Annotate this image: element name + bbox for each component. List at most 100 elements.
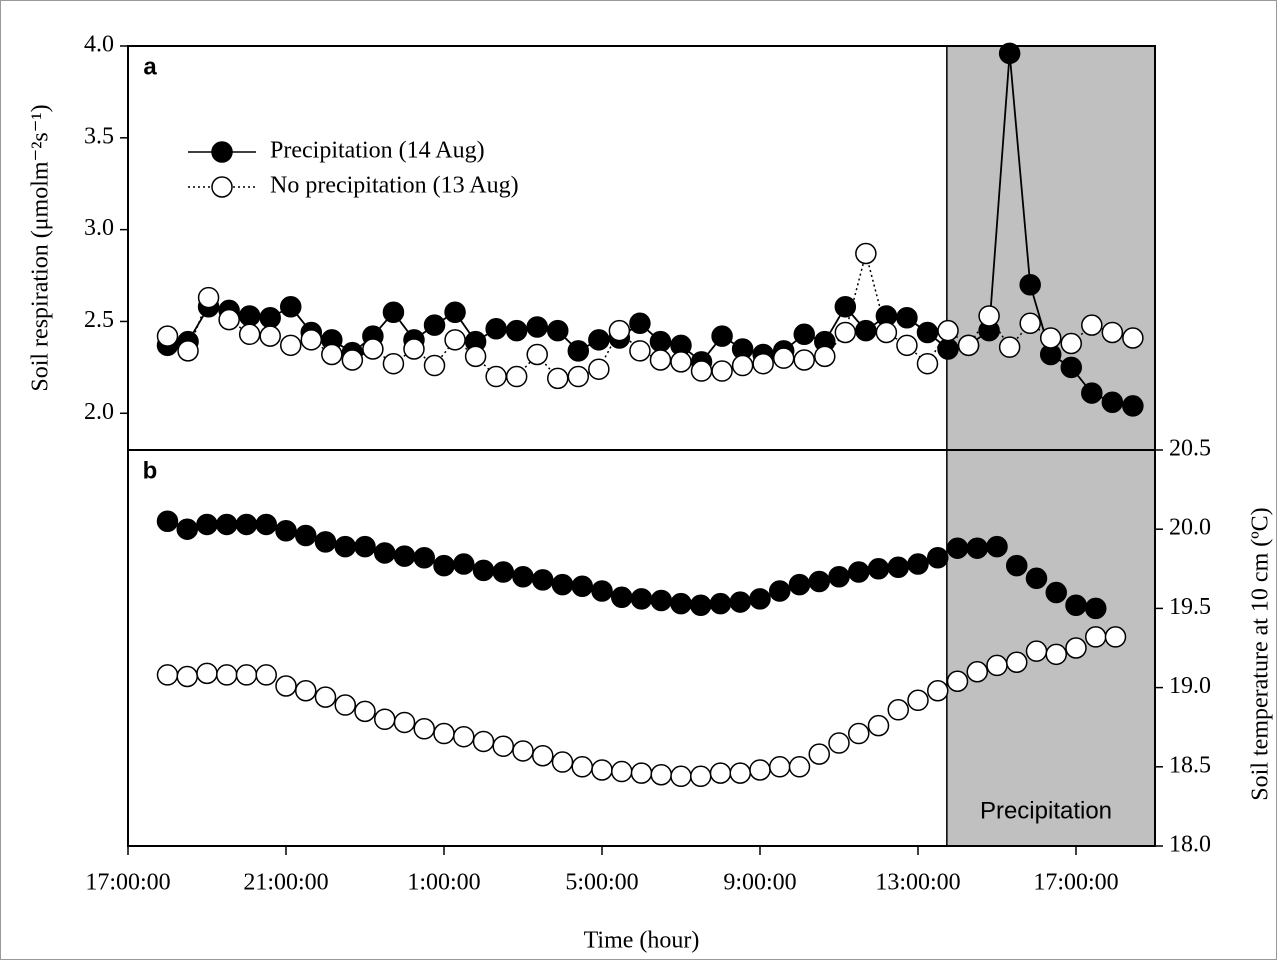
data-point <box>937 338 959 360</box>
data-point <box>512 740 534 762</box>
data-point <box>403 338 425 360</box>
y-tick-label: 19.5 <box>1169 594 1211 620</box>
data-point <box>1065 637 1087 659</box>
data-point <box>855 319 877 342</box>
data-point <box>998 336 1021 358</box>
data-point <box>690 360 713 382</box>
data-point <box>196 513 218 536</box>
data-point <box>275 520 297 542</box>
data-point <box>630 588 653 610</box>
data-point <box>259 307 281 329</box>
data-point <box>532 569 554 591</box>
data-point <box>1045 643 1067 666</box>
data-point <box>505 319 528 342</box>
data-point <box>966 537 988 559</box>
data-point <box>907 553 929 575</box>
data-point <box>907 689 929 712</box>
data-point <box>788 756 811 778</box>
data-point <box>834 296 857 318</box>
data-point <box>887 556 909 578</box>
data-point <box>382 301 405 324</box>
data-point <box>752 352 774 375</box>
legend-marker <box>211 176 233 198</box>
data-point <box>711 325 733 347</box>
x-tick-label: 17:00:00 <box>1033 870 1118 896</box>
data-point <box>567 365 590 388</box>
data-point <box>629 340 651 362</box>
data-point <box>567 340 590 362</box>
data-point <box>1006 651 1028 674</box>
data-point <box>433 554 455 577</box>
data-point <box>238 305 261 327</box>
data-point <box>670 351 692 373</box>
data-point <box>650 589 672 612</box>
panel-label: b <box>143 457 158 484</box>
data-point <box>670 592 692 615</box>
data-point <box>1060 356 1083 379</box>
data-point <box>670 765 692 788</box>
x-axis-label: Time (hour) <box>584 928 700 954</box>
data-point <box>1045 581 1067 604</box>
data-point <box>1060 332 1083 355</box>
data-point <box>374 542 396 564</box>
data-point <box>788 573 811 596</box>
data-point <box>279 334 302 357</box>
data-point <box>354 535 376 558</box>
data-point <box>896 307 918 329</box>
data-point <box>259 325 281 347</box>
data-point <box>433 722 455 745</box>
data-point <box>255 513 277 536</box>
data-point <box>848 561 870 583</box>
data-point <box>177 340 199 362</box>
data-point <box>453 553 475 575</box>
data-point <box>588 329 610 351</box>
data-point <box>848 722 870 745</box>
data-point <box>649 349 672 371</box>
data-point <box>571 575 593 597</box>
data-point <box>649 330 672 353</box>
data-point <box>793 349 815 371</box>
data-point <box>834 321 857 344</box>
data-point <box>1085 597 1107 620</box>
data-point <box>875 321 898 344</box>
data-point <box>393 711 416 734</box>
data-point <box>547 367 569 390</box>
data-point <box>464 345 487 368</box>
data-point <box>937 319 959 342</box>
legend-label: Precipitation (14 Aug) <box>270 138 485 164</box>
data-point <box>314 531 337 553</box>
data-point <box>532 744 554 767</box>
data-point <box>393 545 416 567</box>
data-point <box>690 765 712 788</box>
data-point <box>472 730 495 753</box>
data-point <box>526 343 548 366</box>
data-point <box>505 365 528 388</box>
data-point <box>916 352 939 375</box>
panel-label: a <box>143 53 157 80</box>
data-point <box>855 242 877 265</box>
data-point <box>998 42 1021 65</box>
data-point <box>828 565 850 588</box>
data-point <box>472 559 495 582</box>
data-point <box>828 732 850 754</box>
background-layer <box>127 45 1156 847</box>
data-point <box>769 756 791 778</box>
legend-label: No precipitation (13 Aug) <box>270 173 519 199</box>
data-point <box>492 561 514 583</box>
data-point <box>216 664 238 686</box>
data-point <box>1065 594 1087 616</box>
x-tick-label: 13:00:00 <box>875 870 960 896</box>
data-point <box>551 751 574 773</box>
data-point <box>334 694 356 716</box>
data-point <box>1081 382 1103 404</box>
data-point <box>423 314 446 336</box>
data-point <box>526 316 548 338</box>
data-point <box>354 700 376 723</box>
data-point <box>887 699 909 721</box>
shade-label: Precipitation <box>980 797 1112 824</box>
data-point <box>709 592 732 615</box>
data-point <box>1101 391 1124 414</box>
y-tick-label: 20.5 <box>1169 436 1211 462</box>
data-point <box>650 763 672 786</box>
